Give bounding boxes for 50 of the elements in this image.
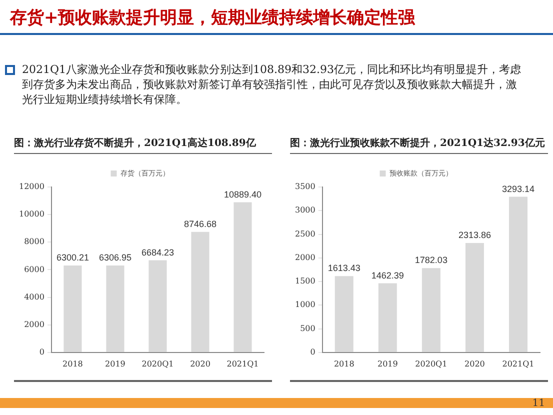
bar [106,265,124,352]
data-label: 6306.95 [98,252,132,262]
y-tick-label: 2500 [295,229,316,238]
bar [422,268,440,352]
data-label: 6300.21 [56,252,89,263]
data-label: 6684.23 [141,247,174,258]
data-label: 1782.03 [414,255,448,266]
y-tick-label: 1000 [295,300,316,310]
data-label: 8746.68 [184,218,217,229]
bar [465,243,484,352]
chart-title: 图：激光行业存货不断提升，2021Q1高达108.89亿 [14,136,256,150]
data-label: 3293.14 [502,184,535,194]
y-tick-label: 3000 [295,206,316,215]
bar [191,232,210,352]
y-tick-label: 10000 [18,210,44,219]
bar [334,276,354,352]
data-label: 2313.86 [458,230,491,240]
x-tick-label: 2021Q1 [502,359,534,368]
x-tick-label: 2020 [464,359,485,368]
y-tick-label: 0 [39,347,44,356]
y-tick-label: 4000 [24,292,44,302]
text: 存货+预收账款提升明显，短期业绩持续增长确定性强 [10,7,416,29]
y-tick-label: 0 [310,347,316,356]
y-tick-label: 8000 [24,237,44,246]
x-tick-label: 2020Q1 [142,359,174,368]
y-tick-label: 500 [300,324,316,333]
text: 11 [532,398,545,409]
x-tick-label: 2020 [190,359,210,368]
y-tick-label: 2000 [295,252,316,262]
y-tick-label: 3500 [295,182,316,192]
data-label: 1462.39 [371,270,404,280]
bar [508,196,528,352]
text: 2021Q1八家激光企业存货和预收账款分别达到108.89和32.93亿元，同比和环比均有明显提升，考虑到存货多为未发出商品，预收账款对新签订单有较强指引性，由此可见存货以及预收账款大幅提升，激光行业短期业绩持续增长有保障。 [22,62,522,107]
x-tick-label: 2021Q1 [226,359,259,368]
x-tick-label: 2020Q1 [415,359,448,368]
bar [64,266,82,352]
data-label: 10889.40 [224,189,262,200]
x-tick-label: 2019 [377,359,398,368]
x-tick-label: 2018 [334,359,354,368]
bar [378,283,397,352]
bar [148,260,167,352]
x-tick-label: 2019 [105,359,126,368]
data-label: 1613.43 [328,263,360,274]
x-tick-label: 2018 [62,359,83,368]
y-tick-label: 2000 [24,320,44,329]
y-tick-label: 1500 [295,276,316,286]
bar [234,202,252,352]
y-tick-label: 12000 [18,182,44,192]
chart-title: 图：激光行业预收账款不断提升，2021Q1达32.93亿元 [290,136,545,150]
y-tick-label: 6000 [24,264,44,274]
